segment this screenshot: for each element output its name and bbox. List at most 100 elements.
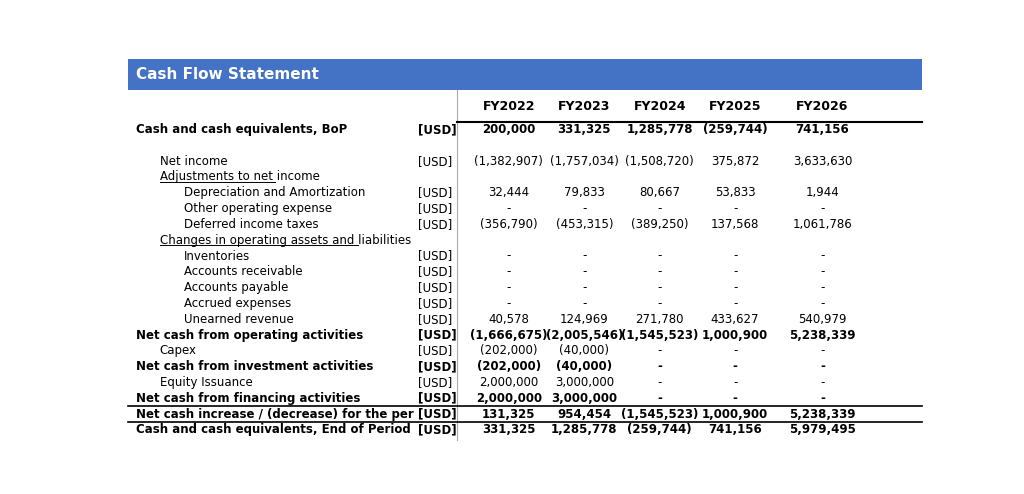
Text: [USD]: [USD] (418, 186, 452, 199)
Text: 741,156: 741,156 (709, 423, 762, 436)
Text: -: - (733, 265, 737, 278)
Text: -: - (582, 265, 587, 278)
Text: FY2022: FY2022 (482, 100, 536, 113)
Text: -: - (657, 202, 662, 215)
Text: Net cash increase / (decrease) for the per: Net cash increase / (decrease) for the p… (136, 408, 414, 420)
Text: (356,790): (356,790) (480, 218, 538, 231)
Text: 1,285,778: 1,285,778 (627, 123, 693, 136)
Text: -: - (820, 360, 825, 373)
Text: (40,000): (40,000) (556, 360, 612, 373)
Text: 1,061,786: 1,061,786 (793, 218, 852, 231)
Text: -: - (733, 344, 737, 357)
Text: -: - (507, 249, 511, 262)
Text: Net income: Net income (160, 155, 227, 167)
Text: (453,315): (453,315) (556, 218, 613, 231)
Text: -: - (820, 265, 824, 278)
Text: -: - (733, 281, 737, 294)
Text: -: - (507, 297, 511, 310)
Text: -: - (582, 249, 587, 262)
Text: 331,325: 331,325 (482, 423, 536, 436)
Text: -: - (507, 202, 511, 215)
Text: -: - (657, 360, 663, 373)
Text: Cash Flow Statement: Cash Flow Statement (136, 67, 318, 82)
Text: [USD]: [USD] (418, 392, 457, 405)
Text: Changes in operating assets and liabilities: Changes in operating assets and liabilit… (160, 234, 411, 247)
Text: FY2025: FY2025 (709, 100, 762, 113)
Text: 5,238,339: 5,238,339 (790, 329, 856, 341)
Text: [USD]: [USD] (418, 313, 452, 326)
Text: (259,744): (259,744) (702, 123, 767, 136)
Text: [USD]: [USD] (418, 360, 457, 373)
Text: (389,250): (389,250) (631, 218, 688, 231)
Text: [USD]: [USD] (418, 249, 452, 262)
Text: 375,872: 375,872 (711, 155, 759, 167)
Text: Other operating expense: Other operating expense (183, 202, 332, 215)
Text: 3,000,000: 3,000,000 (551, 392, 617, 405)
Text: (202,000): (202,000) (477, 360, 541, 373)
Text: -: - (657, 281, 662, 294)
Text: -: - (733, 376, 737, 389)
Text: (1,757,034): (1,757,034) (550, 155, 618, 167)
Text: [USD]: [USD] (418, 423, 457, 436)
Text: [USD]: [USD] (418, 265, 452, 278)
Text: 200,000: 200,000 (482, 123, 536, 136)
Text: -: - (657, 376, 662, 389)
Text: -: - (820, 297, 824, 310)
Text: [USD]: [USD] (418, 281, 452, 294)
Text: -: - (820, 202, 824, 215)
Text: (1,508,720): (1,508,720) (626, 155, 694, 167)
Text: Capex: Capex (160, 344, 197, 357)
Text: 741,156: 741,156 (796, 123, 849, 136)
Text: FY2026: FY2026 (797, 100, 849, 113)
Text: Net cash from investment activities: Net cash from investment activities (136, 360, 374, 373)
Text: Accounts payable: Accounts payable (183, 281, 288, 294)
Text: 1,000,900: 1,000,900 (702, 329, 768, 341)
Text: (40,000): (40,000) (559, 344, 609, 357)
Text: [USD]: [USD] (418, 376, 452, 389)
Text: 954,454: 954,454 (557, 408, 611, 420)
Text: Cash and cash equivalents, BoP: Cash and cash equivalents, BoP (136, 123, 347, 136)
Text: (2,005,546): (2,005,546) (546, 329, 623, 341)
Text: -: - (733, 297, 737, 310)
Text: 131,325: 131,325 (482, 408, 536, 420)
Text: 540,979: 540,979 (798, 313, 847, 326)
Text: Adjustments to net income: Adjustments to net income (160, 170, 319, 183)
Text: -: - (657, 297, 662, 310)
Text: (1,545,523): (1,545,523) (621, 329, 698, 341)
Text: -: - (820, 281, 824, 294)
Text: 3,633,630: 3,633,630 (793, 155, 852, 167)
Text: Inventories: Inventories (183, 249, 250, 262)
Text: Net cash from financing activities: Net cash from financing activities (136, 392, 360, 405)
Text: 124,969: 124,969 (560, 313, 608, 326)
Text: Depreciation and Amortization: Depreciation and Amortization (183, 186, 365, 199)
Text: 5,979,495: 5,979,495 (788, 423, 856, 436)
Text: Unearned revenue: Unearned revenue (183, 313, 293, 326)
Text: 271,780: 271,780 (636, 313, 684, 326)
Text: 79,833: 79,833 (564, 186, 605, 199)
Text: FY2023: FY2023 (558, 100, 610, 113)
Text: -: - (657, 392, 663, 405)
Text: -: - (582, 202, 587, 215)
Text: [USD]: [USD] (418, 123, 457, 136)
Text: -: - (820, 392, 825, 405)
Text: 1,944: 1,944 (806, 186, 840, 199)
Text: Equity Issuance: Equity Issuance (160, 376, 253, 389)
Text: [USD]: [USD] (418, 155, 452, 167)
Text: -: - (657, 249, 662, 262)
Text: Deferred income taxes: Deferred income taxes (183, 218, 318, 231)
Text: 53,833: 53,833 (715, 186, 756, 199)
Text: (1,666,675): (1,666,675) (470, 329, 548, 341)
Text: -: - (820, 249, 824, 262)
Text: -: - (657, 265, 662, 278)
Text: 2,000,000: 2,000,000 (479, 376, 539, 389)
Text: [USD]: [USD] (418, 218, 452, 231)
Text: FY2024: FY2024 (634, 100, 686, 113)
Text: (1,545,523): (1,545,523) (621, 408, 698, 420)
FancyBboxPatch shape (128, 59, 922, 90)
Text: -: - (733, 249, 737, 262)
Text: -: - (507, 281, 511, 294)
Text: Accounts receivable: Accounts receivable (183, 265, 302, 278)
Text: [USD]: [USD] (418, 329, 457, 341)
Text: 1,285,778: 1,285,778 (551, 423, 617, 436)
Text: [USD]: [USD] (418, 408, 457, 420)
